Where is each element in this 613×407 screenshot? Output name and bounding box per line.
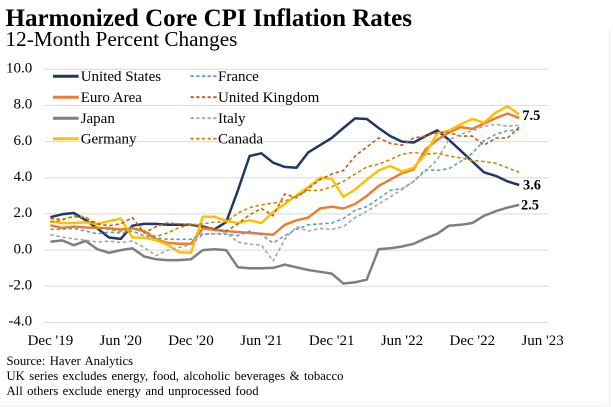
svg-text:Euro Area: Euro Area [81,90,143,106]
svg-text:Canada: Canada [218,132,263,148]
svg-text:Dec '19: Dec '19 [28,333,74,349]
svg-text:6.0: 6.0 [13,133,32,149]
svg-text:4.0: 4.0 [13,169,32,185]
svg-text:France: France [218,69,259,85]
svg-text:3.6: 3.6 [523,178,541,194]
svg-text:Dec '21: Dec '21 [309,333,355,349]
svg-text:-4.0: -4.0 [8,314,32,330]
svg-text:United Kingdom: United Kingdom [218,90,320,106]
svg-text:Jun '21: Jun '21 [240,333,282,349]
svg-text:10.0: 10.0 [6,60,32,76]
svg-text:Jun '22: Jun '22 [381,333,423,349]
svg-text:Jun '23: Jun '23 [521,333,563,349]
svg-text:Dec '22: Dec '22 [449,333,495,349]
svg-text:8.0: 8.0 [13,97,32,113]
svg-text:Germany: Germany [81,132,137,148]
svg-text:-2.0: -2.0 [8,278,32,294]
svg-text:0.0: 0.0 [13,241,32,257]
svg-text:Dec '20: Dec '20 [168,333,214,349]
svg-text:2.0: 2.0 [13,205,32,221]
svg-text:Italy: Italy [218,111,246,127]
svg-text:Japan: Japan [81,111,116,127]
svg-text:7.5: 7.5 [522,108,540,124]
svg-text:United States: United States [81,69,162,85]
svg-text:2.5: 2.5 [521,197,539,213]
svg-text:Jun '20: Jun '20 [100,333,142,349]
